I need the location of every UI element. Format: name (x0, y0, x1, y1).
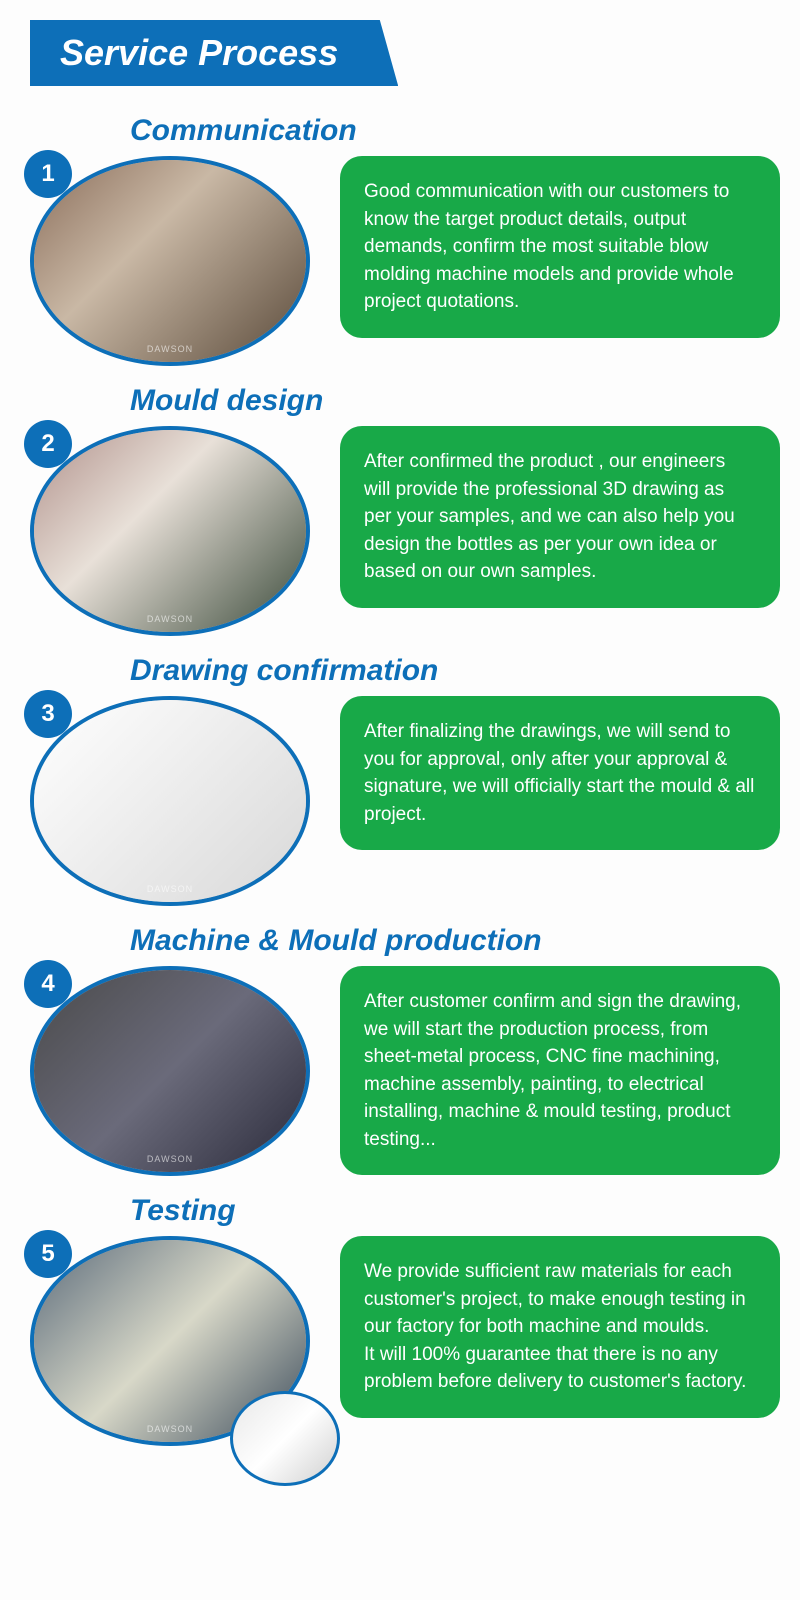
step-image-wrap: 4DAWSON (30, 966, 320, 1176)
step-image-circle: DAWSON (30, 696, 310, 906)
step-image-circle: DAWSON (30, 966, 310, 1176)
process-step: Drawing confirmation 3DAWSONAfter finaliz… (30, 654, 780, 906)
step-row: 3DAWSONAfter finalizing the drawings, we… (30, 696, 780, 906)
step-description-box: Good communication with our customers to… (340, 156, 780, 338)
step-number-badge: 3 (24, 690, 72, 738)
step-title: Communication (130, 114, 780, 148)
watermark-text: DAWSON (147, 1154, 193, 1164)
process-step: Testing 5DAWSONWe provide sufficient raw … (30, 1194, 780, 1446)
step-image-wrap: 5DAWSON (30, 1236, 320, 1446)
step-image-circle: DAWSON (30, 426, 310, 636)
step-image-wrap: 2DAWSON (30, 426, 320, 636)
step-number-badge: 4 (24, 960, 72, 1008)
step-row: 5DAWSONWe provide sufficient raw materia… (30, 1236, 780, 1446)
watermark-text: DAWSON (147, 1424, 193, 1434)
banner: Service Process (30, 20, 398, 86)
production-photo: DAWSON (34, 970, 306, 1172)
step-image-circle: DAWSON (30, 156, 310, 366)
step-title: Testing (130, 1194, 780, 1228)
step-description-box: After finalizing the drawings, we will s… (340, 696, 780, 850)
process-step: Mould design 2DAWSONAfter confirmed the p… (30, 384, 780, 636)
steps-container: Communication1DAWSONGood communication w… (0, 114, 800, 1446)
watermark-text: DAWSON (147, 884, 193, 894)
banner-title: Service Process (30, 20, 398, 86)
step-number-badge: 2 (24, 420, 72, 468)
step-row: 2DAWSONAfter confirmed the product , our… (30, 426, 780, 636)
step-title: Machine & Mould production (130, 924, 780, 958)
process-step: Machine & Mould production 4DAWSONAfter c… (30, 924, 780, 1176)
step-description-box: After customer confirm and sign the draw… (340, 966, 780, 1175)
watermark-text: DAWSON (147, 344, 193, 354)
watermark-text: DAWSON (147, 614, 193, 624)
step-image-wrap: 3DAWSON (30, 696, 320, 906)
technical-drawing: DAWSON (34, 700, 306, 902)
step-number-badge: 5 (24, 1230, 72, 1278)
step-title: Mould design (130, 384, 780, 418)
step-number-badge: 1 (24, 150, 72, 198)
step-title: Drawing confirmation (130, 654, 780, 688)
meeting-photo: DAWSON (34, 160, 306, 362)
step-row: 1DAWSONGood communication with our custo… (30, 156, 780, 366)
step-description-box: After confirmed the product , our engine… (340, 426, 780, 608)
engineer-cad-photo: DAWSON (34, 430, 306, 632)
extra-small-image-circle (230, 1391, 340, 1486)
step-description-box: We provide sufficient raw materials for … (340, 1236, 780, 1418)
step-image-wrap: 1DAWSON (30, 156, 320, 366)
step-row: 4DAWSONAfter customer confirm and sign t… (30, 966, 780, 1176)
process-step: Communication 1DAWSONGood communication w… (30, 114, 780, 366)
